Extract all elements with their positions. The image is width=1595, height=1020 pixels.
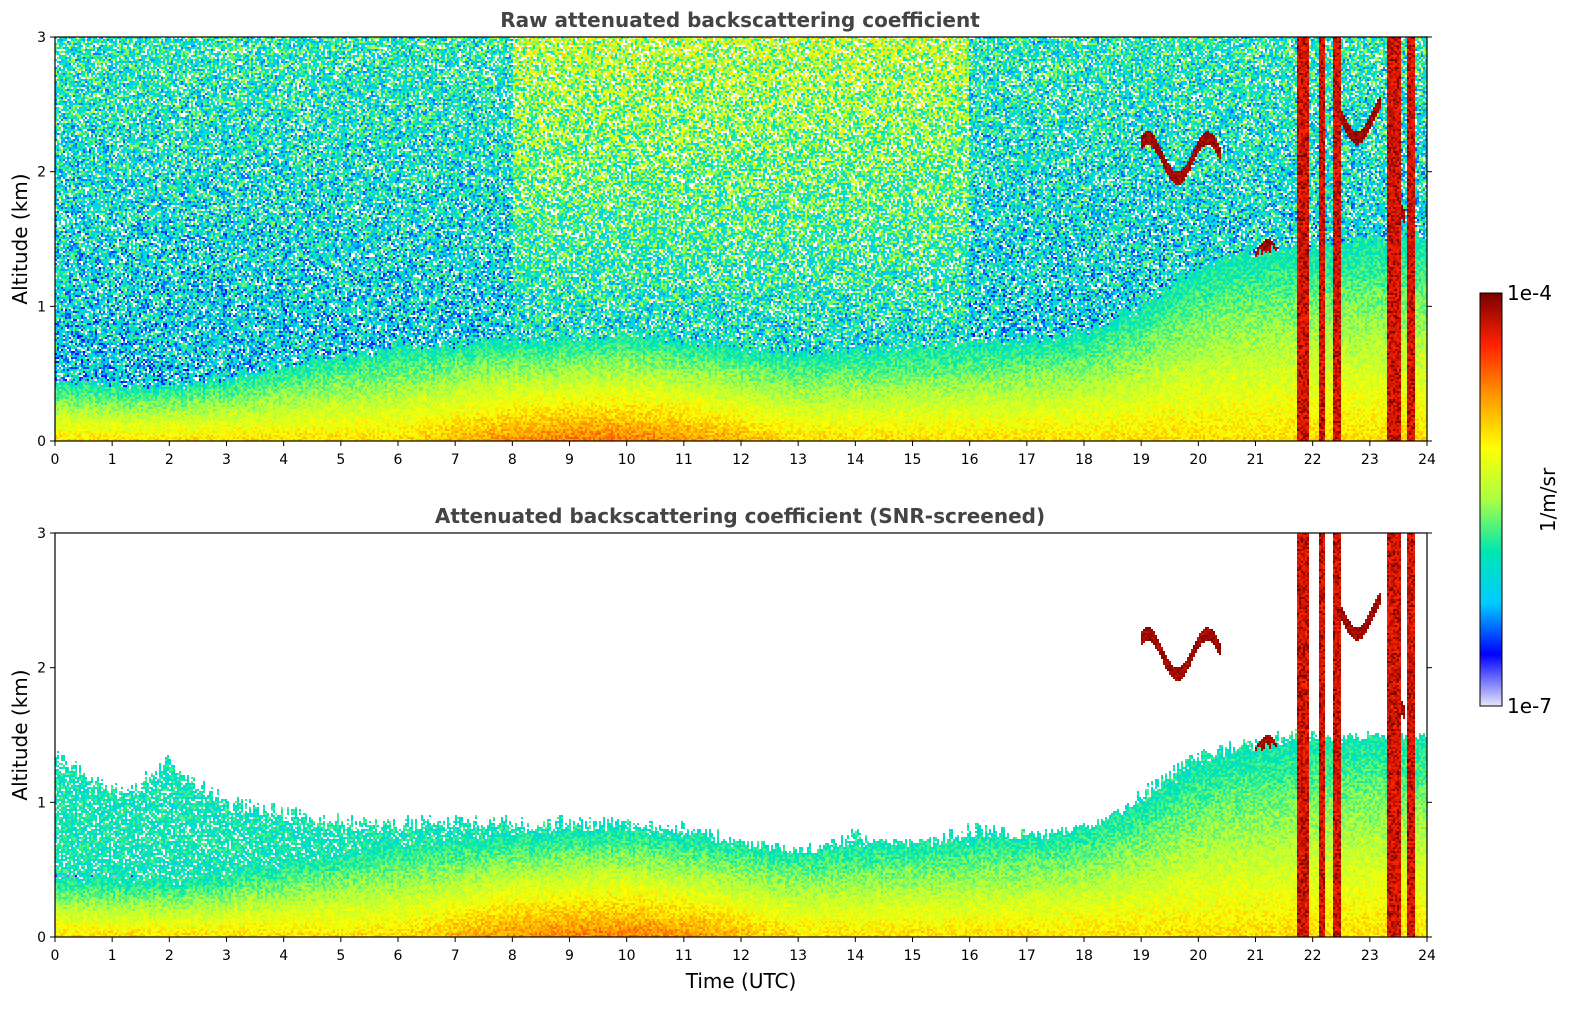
x-tick-label: 2 — [165, 948, 174, 964]
raw-backscatter-panel: Raw attenuated backscattering coefficien… — [8, 8, 1436, 468]
x-tick-label: 16 — [961, 948, 979, 964]
y-tick-label: 2 — [37, 661, 46, 677]
panel1-heatmap — [55, 37, 1427, 441]
x-tick-label: 21 — [1247, 948, 1265, 964]
x-tick-label: 11 — [675, 452, 693, 468]
x-tick-label: 5 — [336, 948, 345, 964]
panel2-x-axis: 0 1 2 3 4 5 6 7 8 9 10 11 12 13 14 15 16 17 18 19 20 21 22 23 24 — [51, 937, 1436, 964]
x-tick-label: 4 — [279, 948, 288, 964]
x-tick-label: 14 — [846, 452, 864, 468]
x-tick-label: 11 — [675, 948, 693, 964]
x-tick-label: 10 — [618, 948, 636, 964]
panel2-heatmap — [55, 533, 1427, 937]
x-tick-label: 24 — [1418, 452, 1436, 468]
panel1-heatmap-area — [55, 37, 1427, 441]
x-tick-label: 7 — [451, 948, 460, 964]
x-tick-label: 13 — [789, 452, 807, 468]
x-tick-label: 15 — [904, 948, 922, 964]
panel1-title: Raw attenuated backscattering coefficien… — [500, 8, 980, 32]
y-tick-label: 3 — [37, 30, 46, 46]
x-tick-label: 14 — [846, 948, 864, 964]
x-tick-label: 22 — [1304, 452, 1322, 468]
colorbar-max-label: 1e-4 — [1507, 281, 1552, 305]
panel1-x-axis: 0 1 2 3 4 5 6 7 8 9 10 11 12 13 14 15 16 17 18 19 20 21 22 23 24 — [51, 441, 1436, 468]
panel1-y-axis: 0 1 2 3 — [37, 30, 1432, 450]
colorbar-gradient — [1479, 292, 1503, 707]
screened-backscatter-panel: Attenuated backscattering coefficient (S… — [8, 504, 1436, 993]
colorbar-unit-label: 1/m/sr — [1536, 467, 1560, 532]
x-tick-label: 19 — [1132, 948, 1150, 964]
x-tick-label: 10 — [618, 452, 636, 468]
x-tick-label: 0 — [51, 948, 60, 964]
x-tick-label: 20 — [1189, 948, 1207, 964]
y-tick-label: 1 — [37, 795, 46, 811]
x-tick-label: 6 — [394, 948, 403, 964]
x-tick-label: 16 — [961, 452, 979, 468]
y-tick-label: 2 — [37, 165, 46, 181]
y-tick-label: 3 — [37, 526, 46, 542]
x-tick-label: 3 — [222, 948, 231, 964]
x-tick-label: 22 — [1304, 948, 1322, 964]
panel2-ylabel: Altitude (km) — [8, 669, 32, 800]
x-tick-label: 18 — [1075, 948, 1093, 964]
x-tick-label: 24 — [1418, 948, 1436, 964]
x-tick-label: 4 — [279, 452, 288, 468]
x-tick-label: 23 — [1361, 948, 1379, 964]
x-tick-label: 0 — [51, 452, 60, 468]
x-tick-label: 21 — [1247, 452, 1265, 468]
x-tick-label: 9 — [565, 948, 574, 964]
x-tick-label: 12 — [732, 452, 750, 468]
panel1-ylabel: Altitude (km) — [8, 173, 32, 304]
x-tick-label: 18 — [1075, 452, 1093, 468]
colorbar: 1e-4 1e-7 1/m/sr — [1479, 281, 1560, 718]
x-tick-label: 23 — [1361, 452, 1379, 468]
panel2-xlabel: Time (UTC) — [685, 969, 797, 993]
x-tick-label: 8 — [508, 452, 517, 468]
x-tick-label: 20 — [1189, 452, 1207, 468]
x-tick-label: 3 — [222, 452, 231, 468]
x-tick-label: 15 — [904, 452, 922, 468]
x-tick-label: 13 — [789, 948, 807, 964]
x-tick-label: 6 — [394, 452, 403, 468]
y-tick-label: 0 — [37, 434, 46, 450]
x-tick-label: 17 — [1018, 948, 1036, 964]
y-tick-label: 1 — [37, 299, 46, 315]
panel2-title: Attenuated backscattering coefficient (S… — [435, 504, 1045, 528]
x-tick-label: 9 — [565, 452, 574, 468]
x-tick-label: 17 — [1018, 452, 1036, 468]
x-tick-label: 12 — [732, 948, 750, 964]
x-tick-label: 2 — [165, 452, 174, 468]
x-tick-label: 5 — [336, 452, 345, 468]
x-tick-label: 1 — [108, 948, 117, 964]
y-tick-label: 0 — [37, 930, 46, 946]
x-tick-label: 1 — [108, 452, 117, 468]
x-tick-label: 7 — [451, 452, 460, 468]
panel2-y-axis: 0 1 2 3 — [37, 526, 1432, 946]
panel2-heatmap-area — [55, 533, 1427, 937]
colorbar-min-label: 1e-7 — [1507, 694, 1552, 718]
x-tick-label: 19 — [1132, 452, 1150, 468]
x-tick-label: 8 — [508, 948, 517, 964]
